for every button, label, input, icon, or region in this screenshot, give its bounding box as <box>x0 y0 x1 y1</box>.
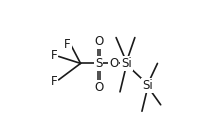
Text: O: O <box>94 81 103 94</box>
Text: Si: Si <box>121 57 132 70</box>
Text: Si: Si <box>142 79 153 92</box>
Text: O: O <box>94 35 103 48</box>
Text: O: O <box>109 57 118 70</box>
Text: F: F <box>51 75 57 88</box>
Text: S: S <box>95 57 102 70</box>
Text: F: F <box>64 38 71 51</box>
Text: F: F <box>51 49 57 62</box>
